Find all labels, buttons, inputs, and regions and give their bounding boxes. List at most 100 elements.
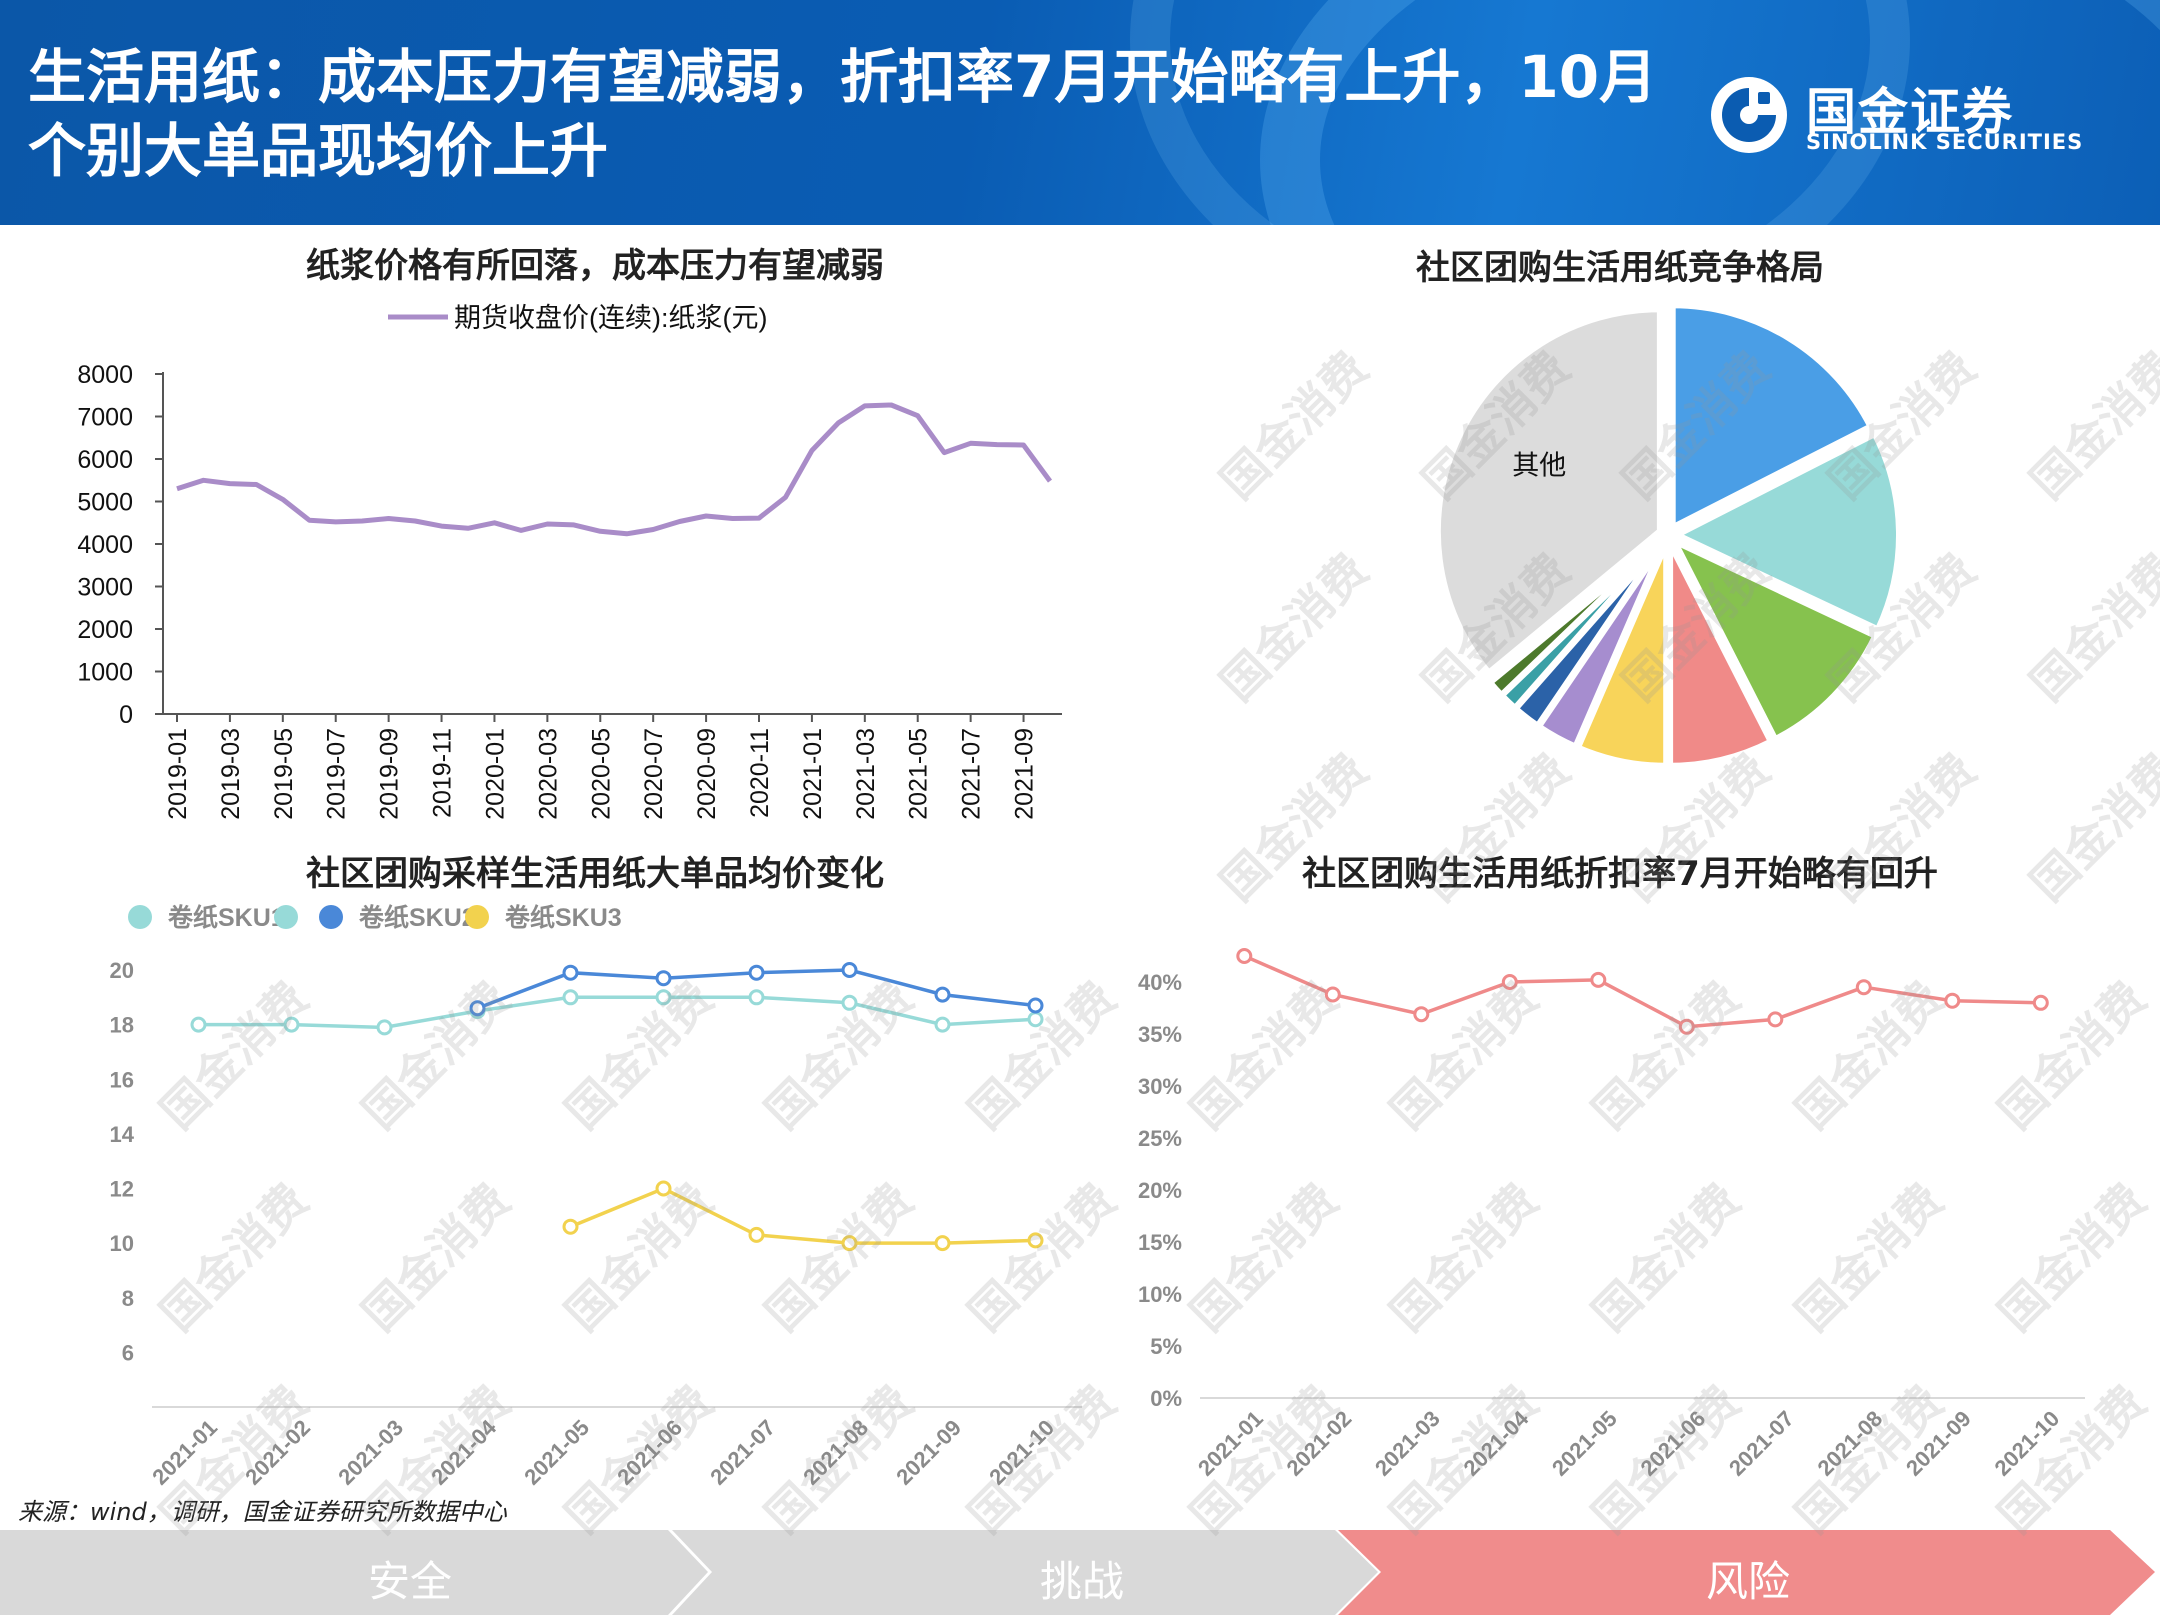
series-point <box>655 1180 672 1197</box>
series-point <box>934 1235 951 1252</box>
discount-chart-title: 社区团购生活用纸折扣率7月开始略有回升 <box>1302 854 1938 894</box>
x-tick-label: 2021-03 <box>333 1415 408 1490</box>
y-tick-label: 20% <box>1138 1178 1182 1203</box>
x-tick-label: 2021-01 <box>1193 1406 1268 1481</box>
x-tick-label: 2021-02 <box>240 1415 315 1490</box>
series-point <box>1236 948 1253 964</box>
x-tick-label: 2021-02 <box>1282 1406 1357 1481</box>
y-tick-label: 5% <box>1150 1334 1182 1359</box>
series-point <box>1501 974 1518 990</box>
y-tick-label: 4000 <box>77 531 133 559</box>
x-tick-label: 2021-09 <box>891 1415 966 1490</box>
x-tick-label: 2021-08 <box>1813 1406 1888 1481</box>
step-risk-label: 风险 <box>1706 1557 1791 1606</box>
series-point <box>1027 1011 1044 1028</box>
x-tick-label: 2021-04 <box>1459 1405 1534 1480</box>
series-point <box>562 989 579 1006</box>
legend-marker <box>465 905 489 929</box>
series-point <box>1413 1006 1430 1023</box>
pie-slice <box>1667 534 1880 744</box>
series-point <box>562 964 579 981</box>
page-title-line1: 生活用纸：成本压力有望减弱，折扣率7月开始略有上升，10月 <box>28 43 1658 111</box>
y-tick-label: 0% <box>1150 1386 1182 1411</box>
x-tick-label: 2020-11 <box>746 728 774 818</box>
y-tick-label: 25% <box>1138 1126 1182 1151</box>
x-tick-label: 2021-10 <box>1990 1406 2065 1481</box>
pie-slice-label: 其他 <box>1512 451 1566 481</box>
x-tick-label: 2021-09 <box>1011 728 1039 820</box>
x-tick-label: 2021-01 <box>799 728 827 820</box>
legend-label: 卷纸SKU1 <box>168 903 285 932</box>
x-tick-label: 2019-05 <box>270 728 298 820</box>
logo-name-en: SINOLINK SECURITIES <box>1806 130 2084 154</box>
page-title-line2: 个别大单品现均价上升 <box>28 117 609 185</box>
x-tick-label: 2019-11 <box>429 728 457 818</box>
series-point <box>376 1019 393 1036</box>
series-point <box>1767 1011 1784 1028</box>
series-point <box>841 962 858 978</box>
x-tick-label: 2021-01 <box>147 1415 222 1490</box>
legend-marker <box>319 905 343 929</box>
x-tick-label: 2019-09 <box>376 728 404 820</box>
step-safe-shape <box>0 1530 708 1615</box>
x-tick-label: 2021-05 <box>905 728 933 820</box>
y-tick-label: 35% <box>1138 1022 1182 1047</box>
sinolink-logo-icon <box>1711 77 1787 153</box>
y-tick-label: 1000 <box>77 659 133 687</box>
source-note: 来源：wind，调研，国金证券研究所数据中心 <box>18 1498 507 1526</box>
y-tick-label: 20 <box>110 958 134 983</box>
series-line <box>569 1186 1036 1245</box>
pie-slice <box>1670 430 1902 634</box>
page-title: 生活用纸：成本压力有望减弱，折扣率7月开始略有上升，10月 个别大单品现均价上升 <box>28 40 1708 188</box>
x-tick-label: 2021-09 <box>1901 1406 1976 1481</box>
series-point <box>2032 994 2049 1011</box>
step-safe-label: 安全 <box>368 1557 453 1606</box>
step-challenge-label: 挑战 <box>1040 1557 1125 1606</box>
series-point <box>655 989 672 1006</box>
pulp-chart-title: 纸浆价格有所回落，成本压力有望减弱 <box>306 246 884 286</box>
pulp-price-chart: 0 1000 2000 3000 4000 5000 6000 7000 8000 2019-01… <box>77 303 1062 820</box>
series-point <box>841 994 858 1011</box>
y-tick-label: 16 <box>110 1067 134 1092</box>
legend-label: 卷纸SKU2 <box>359 903 476 932</box>
series-point <box>1944 992 1961 1009</box>
x-tick-label: 2020-01 <box>481 728 509 820</box>
legend-label: 卷纸SKU3 <box>505 903 622 932</box>
x-tick-label: 2021-08 <box>798 1415 873 1490</box>
x-tick-label: 2021-03 <box>1370 1406 1445 1481</box>
y-tick-label: 12 <box>110 1177 134 1202</box>
series-point <box>1027 997 1044 1014</box>
series-point <box>283 1016 300 1033</box>
series-line <box>198 995 1036 1030</box>
series-point <box>748 989 765 1006</box>
y-tick-label: 0 <box>119 701 133 729</box>
x-tick-label: 2020-07 <box>640 728 668 820</box>
series-line <box>1243 954 2041 1029</box>
x-tick-label: 2021-10 <box>984 1415 1059 1490</box>
legend-marker <box>274 905 298 929</box>
x-tick-label: 2021-07 <box>1724 1406 1799 1481</box>
x-tick-label: 2021-06 <box>612 1415 687 1490</box>
y-tick-label: 10 <box>110 1231 134 1256</box>
sinolink-logo: 国金证券 SINOLINK SECURITIES <box>1708 66 2108 166</box>
share-chart-title: 社区团购生活用纸竞争格局 <box>1416 248 1824 288</box>
y-tick-label: 8000 <box>77 361 133 389</box>
x-tick-label: 2021-03 <box>852 728 880 820</box>
x-tick-label: 2021-06 <box>1636 1406 1711 1481</box>
discount-rate-chart: 0%5%10%15%20%25%30%35%40%2021-01 2021-02 2… <box>1138 948 2085 1481</box>
series-point <box>1027 1232 1044 1249</box>
pulp-price-series-line <box>176 402 1053 537</box>
y-tick-label: 5000 <box>77 489 133 517</box>
y-tick-label: 10% <box>1138 1282 1182 1307</box>
pie-slice <box>1669 302 1875 533</box>
series-point <box>748 1226 765 1243</box>
y-tick-label: 7000 <box>77 404 133 432</box>
series-point <box>841 1235 858 1252</box>
x-tick-label: 2021-04 <box>426 1414 501 1489</box>
x-tick-label: 2021-07 <box>958 728 986 820</box>
x-tick-label: 2021-05 <box>519 1415 594 1490</box>
series-point <box>562 1218 579 1235</box>
series-point <box>1855 979 1872 996</box>
series-point <box>469 1000 486 1017</box>
